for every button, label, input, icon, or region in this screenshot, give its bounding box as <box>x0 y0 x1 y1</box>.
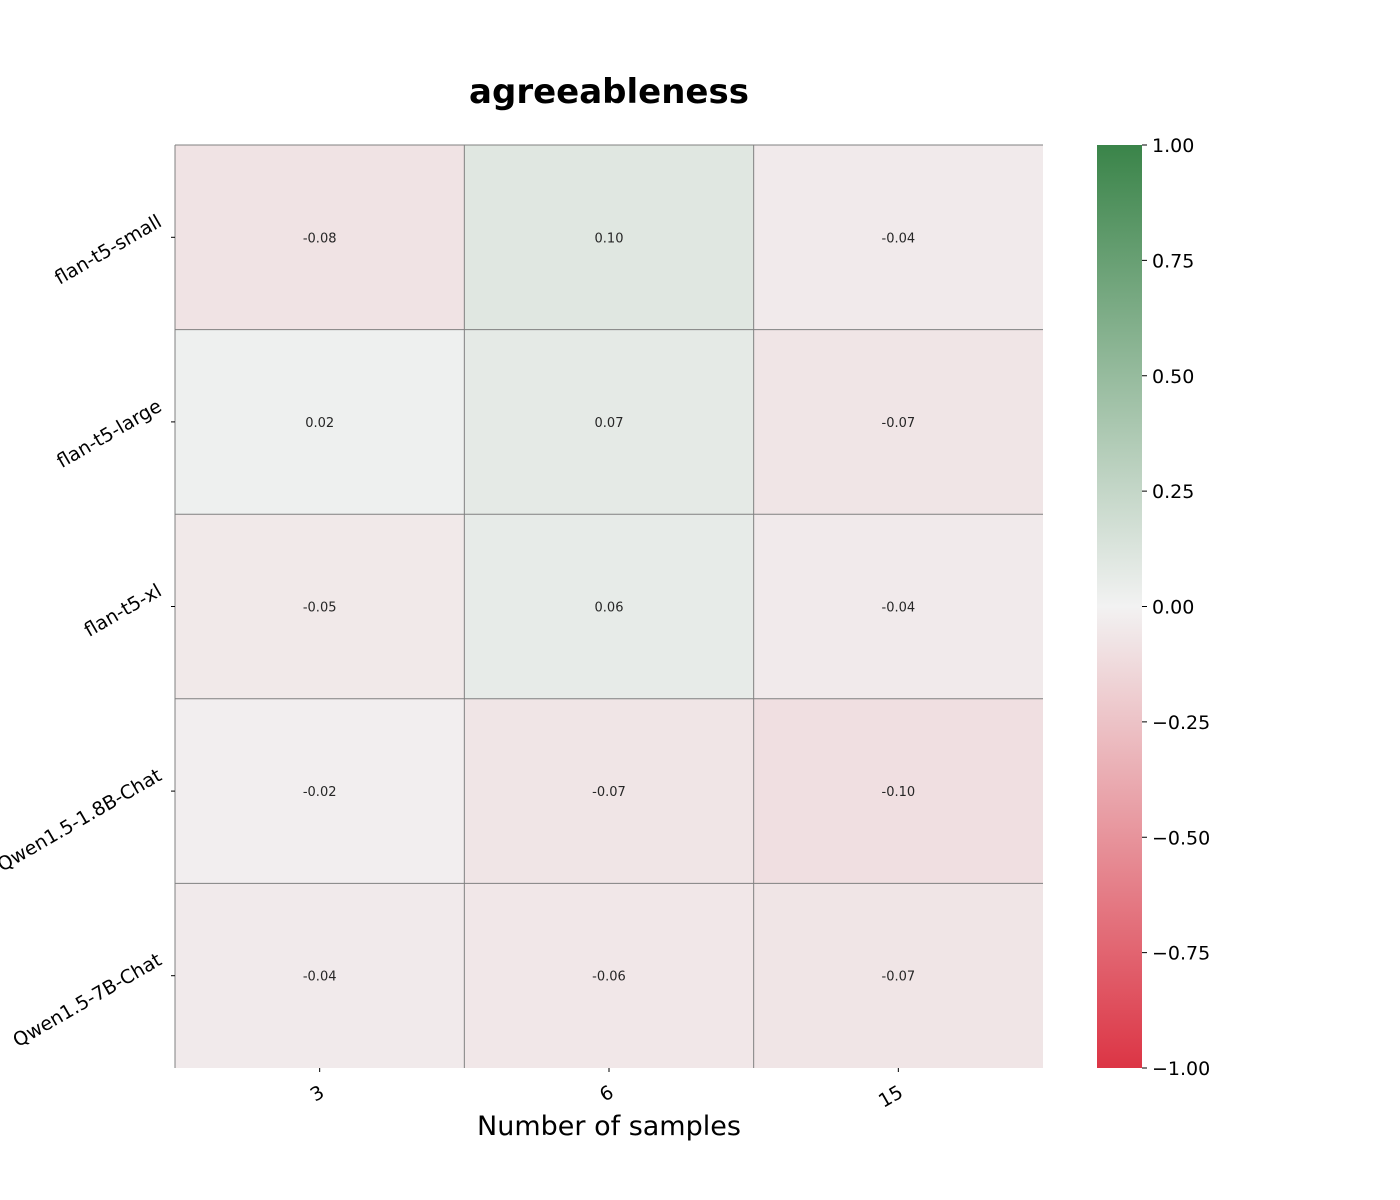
heatmap-cell-r1-c2 <box>753 329 1043 515</box>
x-tick-label-0: 3 <box>307 1081 328 1106</box>
cell-value-label-r1-c1: 0.07 <box>595 416 624 431</box>
y-tick-label-3: Qwen1.5-1.8B-Chat <box>0 764 166 876</box>
colorbar-tick-label-8: −1.00 <box>1152 1058 1210 1080</box>
cell-value-label-r3-c2: -0.10 <box>882 785 916 800</box>
heatmap-cell-r4-c1 <box>464 883 754 1068</box>
colorbar-tick-label-2: 0.50 <box>1152 366 1194 388</box>
heatmap-cell-r2-c2 <box>753 514 1043 699</box>
y-tick-label-2: flan-t5-xl <box>81 580 166 642</box>
y-tick-label-1: flan-t5-large <box>53 395 165 473</box>
colorbar-tick-label-7: −0.75 <box>1152 943 1210 965</box>
x-tick-label-1: 6 <box>596 1081 617 1106</box>
heatmap-cell-r3-c2 <box>753 698 1043 884</box>
heatmap-gridlines <box>174 144 1043 1068</box>
heatmap-cell-r0-c2 <box>753 145 1043 330</box>
cell-value-label-r0-c2: -0.04 <box>882 231 916 246</box>
cell-value-label-r4-c2: -0.07 <box>882 970 916 985</box>
cell-value-label-r1-c2: -0.07 <box>882 416 916 431</box>
heatmap-cell-r2-c1 <box>464 514 754 699</box>
cell-value-label-r4-c1: -0.06 <box>592 970 626 985</box>
cell-value-label-r2-c0: -0.05 <box>303 601 337 616</box>
colorbar-tick-label-5: −0.25 <box>1152 712 1210 734</box>
heatmap-cell-r4-c0 <box>175 883 465 1068</box>
heatmap-cell-r2-c0 <box>175 514 465 699</box>
cell-value-label-r0-c1: 0.10 <box>595 231 624 246</box>
y-tick-label-4: Qwen1.5-7B-Chat <box>9 949 165 1052</box>
colorbar-tick-label-0: 1.00 <box>1152 135 1194 157</box>
x-axis-label: Number of samples <box>477 1111 741 1142</box>
colorbar <box>1097 145 1142 1068</box>
colorbar-axis: 1.00 0.75 0.50 0.25 0.00 −0.25 −0.50 −0.75 −1.00 <box>1142 135 1210 1080</box>
heatmap-cell-r0-c0 <box>175 145 465 330</box>
heatmap-cell-r4-c2 <box>753 883 1043 1068</box>
heatmap-cell-r3-c1 <box>464 698 754 884</box>
cell-value-label-r2-c2: -0.04 <box>882 601 916 616</box>
x-tick-label-2: 15 <box>875 1081 907 1112</box>
cell-value-label-r4-c0: -0.04 <box>303 970 337 985</box>
heatmap-cell-r0-c1 <box>464 145 754 330</box>
heatmap-cell-r1-c1 <box>464 329 754 515</box>
y-tick-label-0: flan-t5-small <box>51 211 166 290</box>
cell-value-label-r0-c0: -0.08 <box>303 231 337 246</box>
heatmap-cell-r1-c0 <box>175 329 465 515</box>
x-axis: 3 6 15 <box>307 1068 907 1112</box>
cell-value-label-r3-c0: -0.02 <box>303 785 337 800</box>
heatmap-cell-labels: -0.08 0.10 -0.04 0.02 0.07 -0.07 -0.05 0.06 -0.0… <box>303 231 915 984</box>
colorbar-tick-label-6: −0.50 <box>1152 827 1210 849</box>
heatmap-cell-r3-c0 <box>175 698 465 884</box>
chart-title: agreeableness <box>469 72 749 112</box>
colorbar-tick-label-1: 0.75 <box>1152 250 1194 272</box>
colorbar-tick-label-3: 0.25 <box>1152 481 1194 503</box>
cell-value-label-r2-c1: 0.06 <box>595 601 624 616</box>
heatmap-cells <box>175 145 1043 1068</box>
cell-value-label-r3-c1: -0.07 <box>592 785 626 800</box>
y-axis: flan-t5-small flan-t5-large flan-t5-xl Qwen… <box>0 211 175 1052</box>
cell-value-label-r1-c0: 0.02 <box>305 416 334 431</box>
colorbar-tick-label-4: 0.00 <box>1152 597 1194 619</box>
